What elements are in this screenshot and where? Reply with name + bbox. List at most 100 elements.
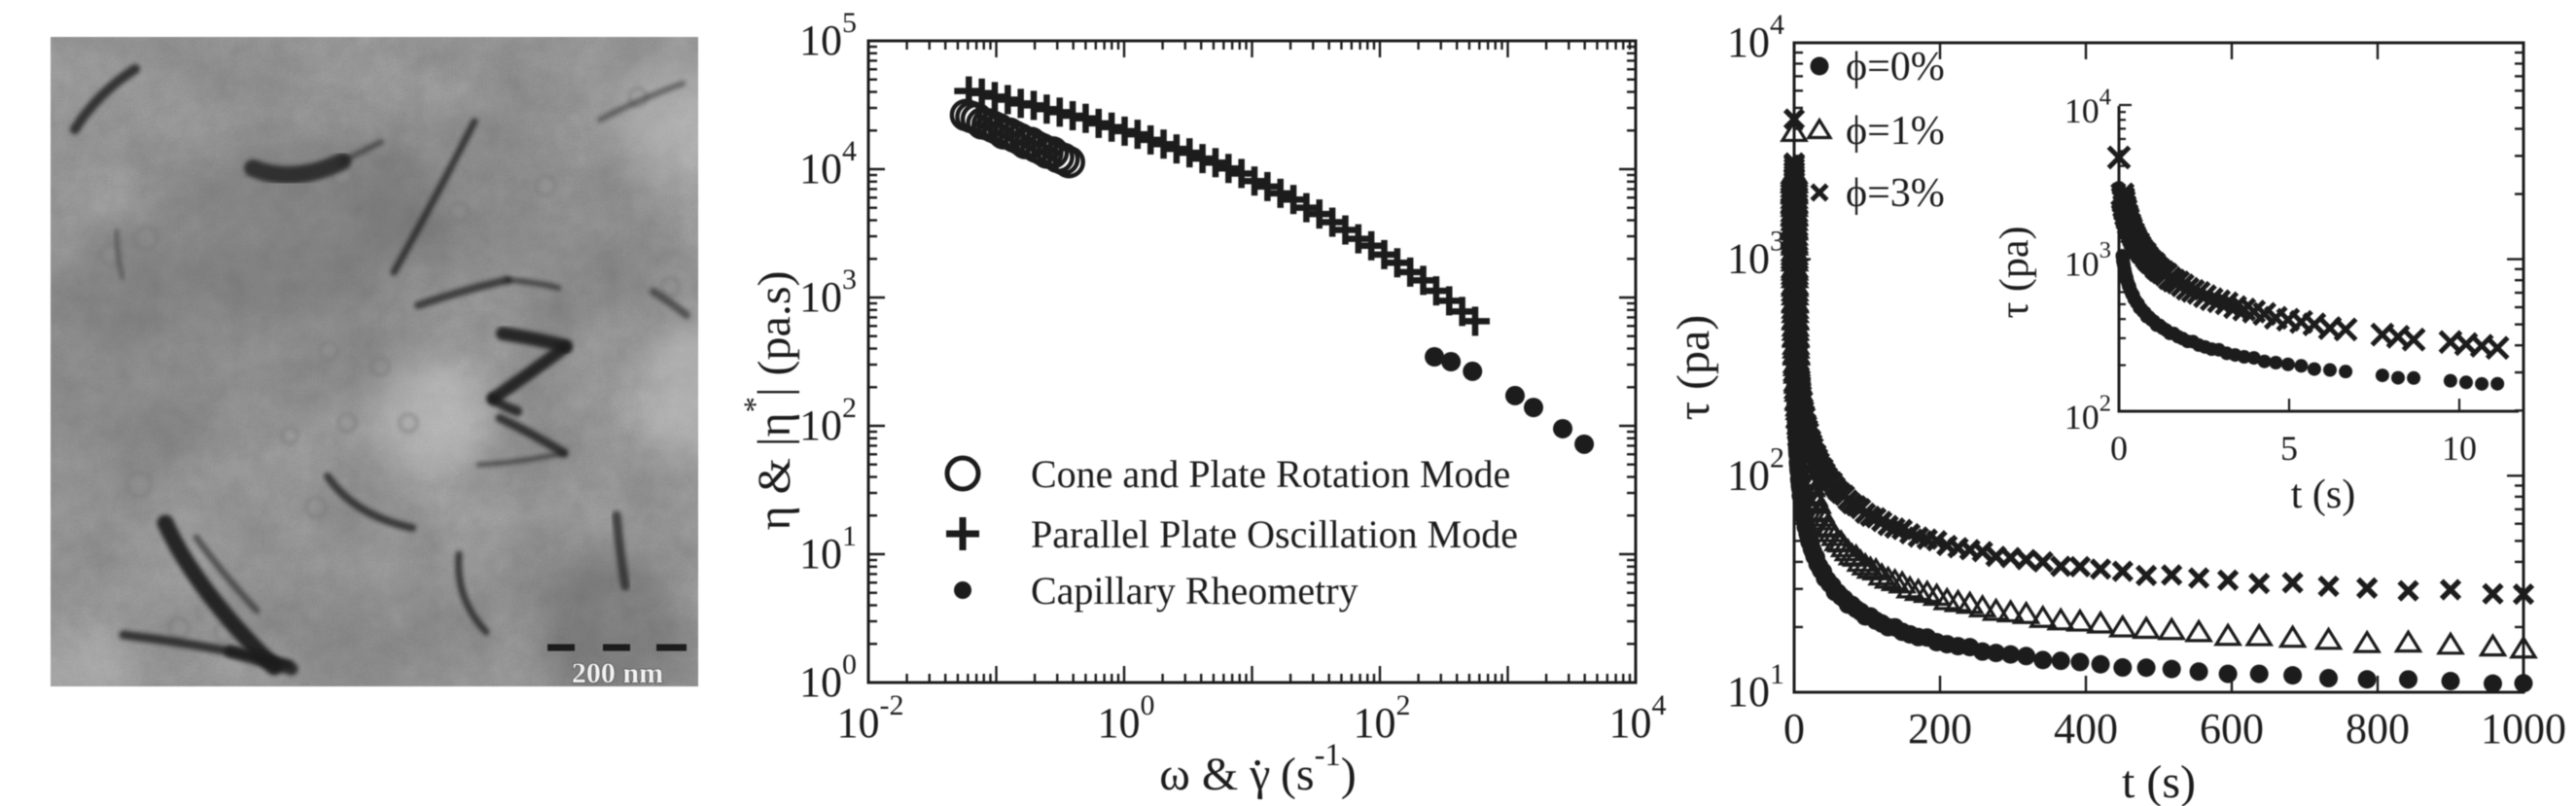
inset-xlabel: t (s) bbox=[2291, 473, 2356, 517]
legend-item: ϕ=0% bbox=[1810, 45, 1945, 89]
scale-bar-label: 200 nm bbox=[572, 657, 663, 686]
tem-needle-particle bbox=[390, 118, 478, 276]
y-tick-label: 100 bbox=[799, 648, 857, 706]
tem-needle-particle bbox=[455, 550, 490, 636]
tem-needle-particle bbox=[244, 153, 351, 185]
legend: Cone and Plate Rotation Mode Parallel Pla… bbox=[944, 452, 1518, 613]
tem-vesicle-ring bbox=[448, 201, 470, 223]
tem-smudge bbox=[119, 173, 478, 416]
x-tick-label: 104 bbox=[1609, 689, 1667, 747]
tem-needle-particle bbox=[597, 81, 686, 123]
tem-needle-particle bbox=[495, 413, 569, 458]
tem-smudge bbox=[545, 548, 683, 686]
x-tick-label: 1000 bbox=[2481, 705, 2566, 753]
inset-x-tick-label: 10 bbox=[2442, 429, 2477, 468]
x-tick-label: 600 bbox=[2200, 705, 2264, 753]
legend-marker-triangle-open bbox=[1806, 117, 1833, 140]
inset-series-circle-filled bbox=[2112, 181, 2505, 391]
legend-entry: Cone and Plate Rotation Mode bbox=[1031, 452, 1510, 496]
inset-y-tick-label: 102 bbox=[2064, 390, 2111, 437]
tem-micrograph: 200 nm bbox=[51, 37, 698, 686]
x-tick-label: 10-2 bbox=[837, 689, 904, 747]
tem-vesicle-ring bbox=[304, 496, 328, 519]
tem-vesicle-ring bbox=[167, 616, 191, 640]
tem-vesicle-ring bbox=[318, 340, 339, 362]
legend: ϕ=0% ϕ=1% ϕ=3% bbox=[1806, 45, 1945, 216]
x-tick-label: 102 bbox=[1354, 689, 1411, 747]
y-tick-label: 101 bbox=[799, 520, 857, 578]
y-tick-label: 102 bbox=[1727, 441, 1784, 499]
axis-ticks bbox=[866, 39, 1638, 684]
legend-item: Capillary Rheometry bbox=[954, 569, 1359, 613]
tem-needle-particle bbox=[193, 534, 261, 614]
relaxation-xlabel: t (s) bbox=[2122, 756, 2196, 806]
series-circle-filled bbox=[1784, 157, 2533, 693]
inset-y-tick-label: 104 bbox=[2064, 84, 2111, 130]
y-tick-label: 103 bbox=[799, 263, 857, 321]
tem-needle-particle bbox=[488, 394, 522, 416]
y-tick-label: 101 bbox=[1727, 658, 1784, 716]
x-tick-label: 100 bbox=[1098, 689, 1155, 747]
tem-needle-particle bbox=[114, 228, 125, 281]
x-tick-label: 800 bbox=[2346, 705, 2410, 753]
legend-entry: Parallel Plate Oscillation Mode bbox=[1031, 512, 1518, 556]
legend-marker-circle-filled bbox=[954, 581, 971, 599]
legend-entry: Capillary Rheometry bbox=[1031, 569, 1359, 613]
legend-item: Cone and Plate Rotation Mode bbox=[944, 452, 1510, 496]
tem-vesicle-ring bbox=[133, 226, 159, 251]
inset-x-tick-label: 0 bbox=[2110, 429, 2128, 468]
legend-marker-plus bbox=[946, 517, 979, 550]
legend-item: Parallel Plate Oscillation Mode bbox=[946, 512, 1518, 556]
x-tick-label: 200 bbox=[1908, 705, 1972, 753]
tem-needle-particle bbox=[224, 645, 299, 676]
tem-needle-particle bbox=[476, 450, 567, 468]
tem-needle-particle bbox=[486, 341, 571, 405]
tem-needle-particle bbox=[650, 288, 690, 319]
legend-item: ϕ=3% bbox=[1810, 171, 1945, 216]
relaxation-ylabel: τ (pa) bbox=[1668, 315, 1719, 421]
tem-needle-particle bbox=[70, 64, 140, 134]
series-x bbox=[1782, 108, 2535, 606]
inset-ylabel: τ (pa) bbox=[1993, 227, 2037, 319]
legend-item: ϕ=1% bbox=[1806, 109, 1945, 154]
legend-entry: ϕ=1% bbox=[1846, 109, 1945, 154]
x-tick-label: 400 bbox=[2054, 705, 2118, 753]
tem-vesicle-ring bbox=[370, 356, 391, 377]
inset-series-x bbox=[2106, 145, 2510, 361]
y-tick-label: 105 bbox=[799, 7, 857, 64]
tem-vesicle-ring bbox=[398, 412, 419, 434]
legend-marker-x bbox=[1810, 183, 1829, 202]
inset-x-tick-label: 5 bbox=[2280, 429, 2298, 468]
inset-y-tick-label: 103 bbox=[2064, 237, 2111, 284]
legend-marker-circle-filled bbox=[1810, 56, 1829, 76]
x-tick-label: 0 bbox=[1783, 705, 1805, 753]
legend-marker-circle-open bbox=[944, 455, 981, 492]
legend-entry: ϕ=0% bbox=[1846, 45, 1945, 89]
tem-needle-particle bbox=[324, 473, 416, 532]
tem-vesicle-ring bbox=[125, 471, 153, 498]
tem-needle-particle bbox=[157, 514, 283, 676]
y-tick-label: 104 bbox=[799, 135, 857, 193]
tem-smudge bbox=[367, 360, 493, 473]
tem-smudge bbox=[255, 590, 508, 686]
tem-vesicle-ring bbox=[659, 276, 681, 298]
tem-needle-particle bbox=[339, 139, 384, 164]
tem-needle-particle bbox=[414, 276, 512, 309]
viscosity-xlabel: ω & γ. (s-1) bbox=[1159, 724, 1357, 800]
tem-vesicle-ring bbox=[280, 426, 300, 445]
y-tick-label: 102 bbox=[799, 392, 857, 449]
tem-needle-particle bbox=[612, 510, 630, 591]
y-tick-label: 104 bbox=[1727, 9, 1784, 66]
viscosity-ylabel: η & |η*| (pa.s) bbox=[738, 270, 800, 530]
tem-needle-particle bbox=[505, 277, 561, 291]
tem-vesicle-ring bbox=[336, 412, 358, 434]
tem-smudge bbox=[51, 637, 128, 686]
legend-entry: ϕ=3% bbox=[1846, 171, 1945, 216]
series-plus bbox=[954, 76, 1490, 336]
tem-vesicle-ring bbox=[534, 174, 557, 197]
y-tick-label: 103 bbox=[1727, 226, 1784, 283]
tem-smudge bbox=[641, 329, 698, 455]
series-circle-filled bbox=[1425, 347, 1595, 454]
